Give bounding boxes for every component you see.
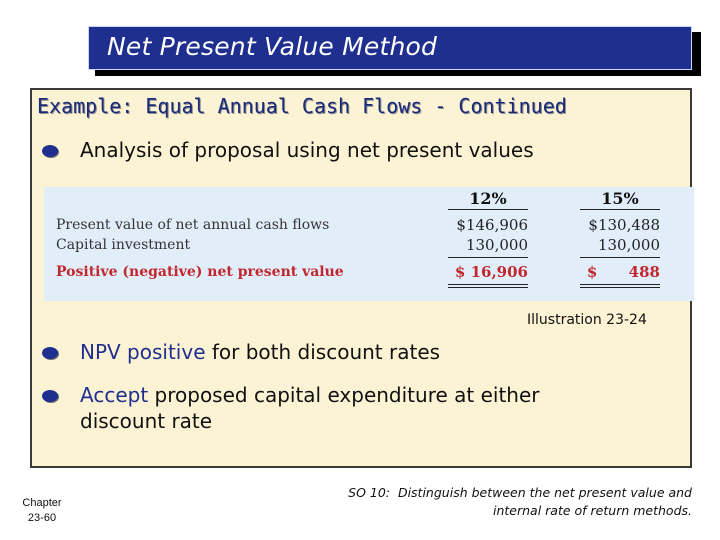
bullet-analysis: Analysis of proposal using net present v… [80,138,534,162]
highlight-accept: Accept [80,383,149,407]
bullet-icon [42,347,58,359]
value-pv-12: $146,906 [456,216,528,234]
value-npv-15: $ 488 [586,263,660,281]
header-rule [580,209,660,210]
column-header-15: 15% [601,189,639,208]
example-heading: Example: Equal Annual Cash Flows - Conti… [37,94,567,118]
page-title: Net Present Value Method [107,32,438,61]
study-objective: SO 10: Distinguish between the net prese… [348,484,692,520]
chapter-line: Chapter [22,497,62,509]
study-objective-line2: internal rate of return methods. [493,503,692,518]
row-label-npv: Positive (negative) net present value [56,264,344,280]
bullet-npv-positive-text: for both discount rates [205,340,441,364]
illustration-caption: Illustration 23-24 [527,312,647,328]
bullet-npv-positive: NPV positive for both discount rates [80,339,440,365]
highlight-npv-positive: NPV positive [80,340,206,364]
total-double-rule [448,287,528,288]
subtotal-rule [580,257,660,258]
bullet-icon [42,145,58,157]
column-header-12: 12% [469,189,507,208]
chapter-number: 23-60 [27,512,57,524]
value-pv-15: $130,488 [588,216,660,234]
row-label-pv-cash-flows: Present value of net annual cash flows [56,217,330,233]
content-panel: Example: Equal Annual Cash Flows - Conti… [30,88,694,468]
bullet-accept: Accept proposed capital expenditure at e… [80,382,620,434]
total-double-rule [580,287,660,288]
npv-illustration-table: 12% 15% Present value of net annual cash… [44,187,694,301]
study-objective-line1: SO 10: Distinguish between the net prese… [348,485,692,500]
row-label-capital-investment: Capital investment [56,237,191,253]
subtotal-rule [448,257,528,258]
title-banner: Net Present Value Method [88,26,692,70]
header-rule [448,209,528,210]
total-double-rule [448,284,528,285]
total-double-rule [580,284,660,285]
value-npv-12: $ 16,906 [454,263,528,281]
bullet-icon [42,390,58,402]
value-capital-15: 130,000 [597,236,660,254]
chapter-label: Chapter 23-60 [18,496,66,526]
bullet-accept-text: proposed capital expenditure at either d… [80,383,540,433]
value-capital-12: 130,000 [465,236,528,254]
